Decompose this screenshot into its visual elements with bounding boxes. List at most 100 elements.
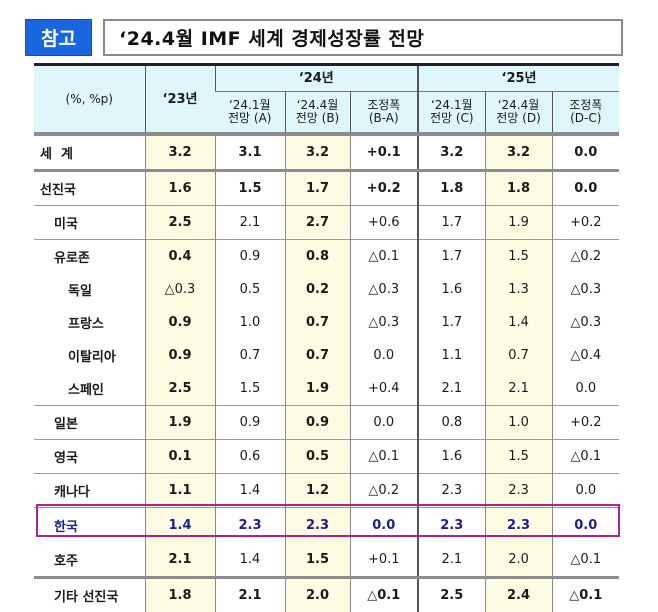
cell-ba: +0.6 xyxy=(349,205,419,240)
cell-d: 1.0 xyxy=(484,405,553,440)
cell-a: 1.4 xyxy=(214,473,285,508)
row-label: 일본 xyxy=(34,405,145,440)
cell-c: 1.1 xyxy=(417,339,486,372)
cell-y23: 1.6 xyxy=(144,169,215,206)
cell-b: 3.2 xyxy=(284,134,350,171)
row-label: 선진국 xyxy=(34,169,145,206)
table-row-germany: 독일 △0.3 0.5 0.2 △0.3 1.6 1.3 △0.3 xyxy=(34,273,620,306)
cell-a: 1.0 xyxy=(214,306,285,339)
cell-dc: △0.3 xyxy=(551,273,620,306)
cell-ba: +0.1 xyxy=(349,134,419,171)
table-row-italy: 이탈리아 0.9 0.7 0.7 0.0 1.1 0.7 △0.4 xyxy=(34,339,620,372)
cell-y23: 2.5 xyxy=(144,205,215,240)
cell-dc: △0.1 xyxy=(551,575,620,612)
cell-b: 1.5 xyxy=(284,542,350,577)
table-row-other-advanced: 기타 선진국 1.8 2.1 2.0 △0.1 2.5 2.4 △0.1 xyxy=(34,575,620,612)
row-label: 기타 선진국 xyxy=(34,575,145,612)
header-row-cols: ‘24.1월 전망 (A) ‘24.4월 전망 (B) 조정폭 (B-A) ‘24.1… xyxy=(34,91,620,136)
cell-c: 2.3 xyxy=(417,507,486,543)
cell-c: 1.7 xyxy=(417,306,486,339)
row-label: 한국 xyxy=(34,507,145,543)
cell-y23: 0.1 xyxy=(144,439,215,474)
row-label: 호주 xyxy=(54,553,78,569)
row-label: 프랑스 xyxy=(68,317,104,332)
cell-y23: 0.4 xyxy=(144,239,215,273)
cell-dc: 0.0 xyxy=(551,169,620,206)
imf-growth-forecast-table: (%, %p) ‘23년 ‘24년 ‘25년 ‘24.1월 전망 (A) ‘24.… xyxy=(34,63,620,612)
table-row-eurozone: 유로존 0.4 0.9 0.8 △0.1 1.7 1.5 △0.2 xyxy=(34,239,620,273)
cell-y23: 1.8 xyxy=(144,575,215,612)
cell-ba: +0.2 xyxy=(349,169,419,206)
cell-ba: △0.3 xyxy=(349,273,419,306)
cell-ba: △0.3 xyxy=(349,306,419,339)
cell-dc: △0.3 xyxy=(551,306,620,339)
y23-header: ‘23년 xyxy=(144,64,215,136)
cell-a: 3.1 xyxy=(214,134,285,171)
cell-y23: 1.4 xyxy=(144,507,215,543)
cell-ba: △0.2 xyxy=(349,473,419,508)
cell-y23: 0.9 xyxy=(144,306,215,339)
cell-d: 1.4 xyxy=(484,306,553,339)
cell-y23: 1.1 xyxy=(144,473,215,508)
cell-ba: △0.1 xyxy=(349,575,419,612)
cell-b: 1.9 xyxy=(284,372,350,406)
cell-d: 2.0 xyxy=(484,542,553,577)
cell-c: 2.1 xyxy=(417,542,486,577)
cell-y23: △0.3 xyxy=(144,273,215,306)
header-row-years: (%, %p) ‘23년 ‘24년 ‘25년 xyxy=(34,64,620,136)
col-c-header: ‘24.1월 전망 (C) xyxy=(417,91,486,136)
cell-b: 2.7 xyxy=(284,205,350,240)
cell-c: 1.6 xyxy=(417,439,486,474)
table-row-japan: 일본 1.9 0.9 0.9 0.0 0.8 1.0 +0.2 xyxy=(34,405,620,440)
cell-d: 1.3 xyxy=(484,273,553,306)
cell-c: 1.7 xyxy=(417,239,486,273)
cell-dc: 0.0 xyxy=(551,372,620,406)
cell-b: 2.3 xyxy=(284,507,350,543)
cell-dc: 0.0 xyxy=(551,473,620,508)
cell-b: 0.5 xyxy=(284,439,350,474)
col-dc-header: 조정폭 (D-C) xyxy=(551,91,620,136)
cell-c: 3.2 xyxy=(417,134,486,171)
cell-a: 0.9 xyxy=(214,239,285,273)
cell-d: 1.5 xyxy=(484,439,553,474)
row-label: 캐나다 xyxy=(34,473,145,508)
cell-a: 1.5 xyxy=(214,169,285,206)
row-label: 독일 xyxy=(68,284,92,299)
cell-a: 0.5 xyxy=(214,273,285,306)
table-row-canada: 캐나다 1.1 1.4 1.2 △0.2 2.3 2.3 0.0 xyxy=(34,473,620,508)
cell-y23: 2.1 xyxy=(144,542,215,577)
unit-header: (%, %p) xyxy=(34,64,145,136)
cell-b: 0.7 xyxy=(284,339,350,372)
cell-dc: 0.0 xyxy=(551,134,620,171)
cell-d: 1.5 xyxy=(484,239,553,273)
cell-ba: 0.0 xyxy=(349,405,419,440)
table-row-spain: 스페인 2.5 1.5 1.9 +0.4 2.1 2.1 0.0 xyxy=(34,372,620,406)
table-row-korea: 한국 1.4 2.3 2.3 0.0 2.3 2.3 0.0 xyxy=(34,507,620,543)
cell-a: 1.5 xyxy=(214,372,285,406)
page-title: ‘24.4월 IMF 세계 경제성장률 전망 xyxy=(103,19,623,56)
cell-dc: +0.2 xyxy=(551,405,620,440)
cell-a: 0.9 xyxy=(214,405,285,440)
title-row: 참고 ‘24.4월 IMF 세계 경제성장률 전망 xyxy=(25,19,625,56)
cell-dc: +0.2 xyxy=(551,205,620,240)
cell-b: 0.2 xyxy=(284,273,350,306)
cell-c: 2.5 xyxy=(417,575,486,612)
cell-d: 2.1 xyxy=(484,372,553,406)
cell-c: 0.8 xyxy=(417,405,486,440)
y25-header: ‘25년 xyxy=(417,64,620,92)
table-row-us: 미국 2.5 2.1 2.7 +0.6 1.7 1.9 +0.2 xyxy=(34,205,620,240)
cell-dc: △0.1 xyxy=(551,439,620,474)
cell-c: 2.3 xyxy=(417,473,486,508)
reference-badge: 참고 xyxy=(25,19,92,56)
table-row-australia: 호주 2.1 1.4 1.5 +0.1 2.1 2.0 △0.1 xyxy=(34,542,620,577)
cell-ba: △0.1 xyxy=(349,439,419,474)
table-row-france: 프랑스 0.9 1.0 0.7 △0.3 1.7 1.4 △0.3 xyxy=(34,306,620,339)
cell-d: 3.2 xyxy=(484,134,553,171)
row-label: 미국 xyxy=(34,205,145,240)
table-row-world: 세 계 3.2 3.1 3.2 +0.1 3.2 3.2 0.0 xyxy=(34,134,620,171)
cell-ba: +0.4 xyxy=(349,372,419,406)
cell-ba: +0.1 xyxy=(349,542,419,577)
cell-a: 2.3 xyxy=(214,507,285,543)
cell-dc: △0.2 xyxy=(551,239,620,273)
cell-d: 0.7 xyxy=(484,339,553,372)
